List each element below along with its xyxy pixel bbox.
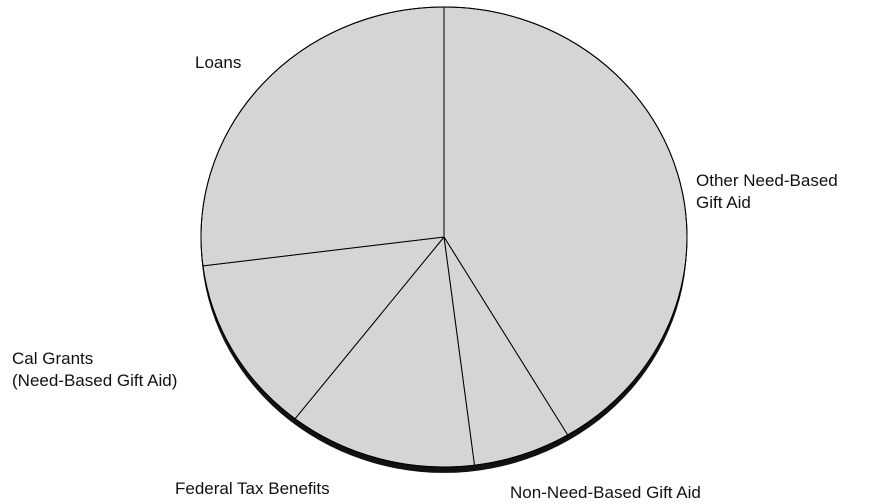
label-other-need-based-gift-aid: Other Need-Based Gift Aid xyxy=(696,171,838,212)
label-federal-tax-benefits: Federal Tax Benefits xyxy=(175,479,330,498)
label-loans: Loans xyxy=(195,53,242,72)
pie-slice-loans xyxy=(200,6,445,267)
label-cal-grants: Cal Grants (Need-Based Gift Aid) xyxy=(12,349,178,390)
pie-outline xyxy=(200,6,688,468)
label-non-need-based-gift-aid: Non-Need-Based Gift Aid xyxy=(510,483,701,502)
